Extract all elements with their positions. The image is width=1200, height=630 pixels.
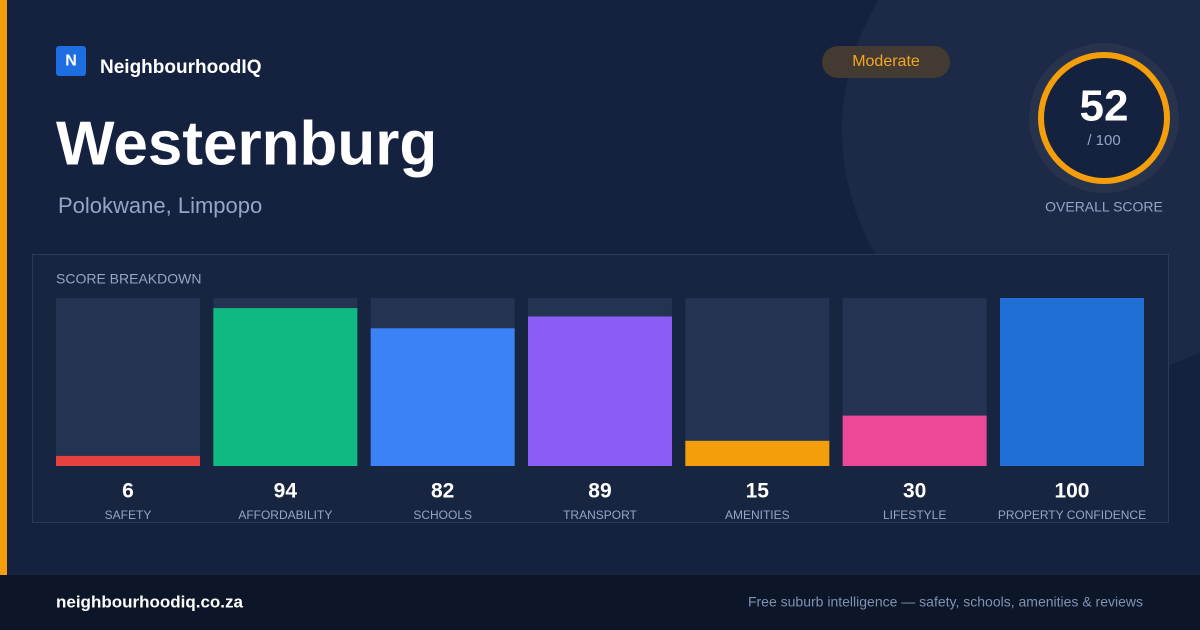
value-label: 6 [122,480,134,503]
bar-track [685,298,830,466]
chart-title: SCORE BREAKDOWN [56,271,201,287]
value-label: 94 [274,480,298,503]
category-label: SAFETY [105,508,152,522]
bars: 6 SAFETY 94 AFFORDABILITY 82 SCHOOLS 89 TRANSPO… [56,298,1146,522]
footer-tagline: Free suburb intelligence — safety, schoo… [748,594,1143,610]
badge-text: Moderate [852,53,920,70]
category-label: AMENITIES [725,508,790,522]
badge [822,46,950,78]
bar [370,328,515,466]
bar [685,440,830,466]
footer [0,575,1200,630]
gauge-ring [1038,52,1170,184]
value-label: 89 [588,480,611,503]
logo [56,46,86,76]
bar [999,298,1144,466]
overall-out-of: / 100 [1087,132,1120,149]
location: Polokwane, Limpopo [58,193,262,218]
bar [213,308,358,466]
footer-site: neighbourhoodiq.co.za [56,592,244,611]
bar [842,415,987,466]
value-label: 15 [746,480,770,503]
category-label: TRANSPORT [563,508,637,522]
overall-label: OVERALL SCORE [1045,199,1163,215]
bar [56,455,200,466]
value-label: 82 [431,480,454,503]
bar [527,316,672,466]
category-label: LIFESTYLE [883,508,946,522]
bar-track [56,298,200,466]
accent-stripe [0,0,7,575]
category-label: PROPERTY CONFIDENCE [998,508,1146,522]
category-label: AFFORDABILITY [238,508,332,522]
brand-name: NeighbourhoodIQ [100,57,261,78]
overall-score: 52 [1080,82,1129,131]
logo-letter: N [65,53,77,70]
value-label: 100 [1054,480,1089,503]
value-label: 30 [903,480,926,503]
suburb-title: Westernburg [56,109,437,178]
category-label: SCHOOLS [413,508,472,522]
